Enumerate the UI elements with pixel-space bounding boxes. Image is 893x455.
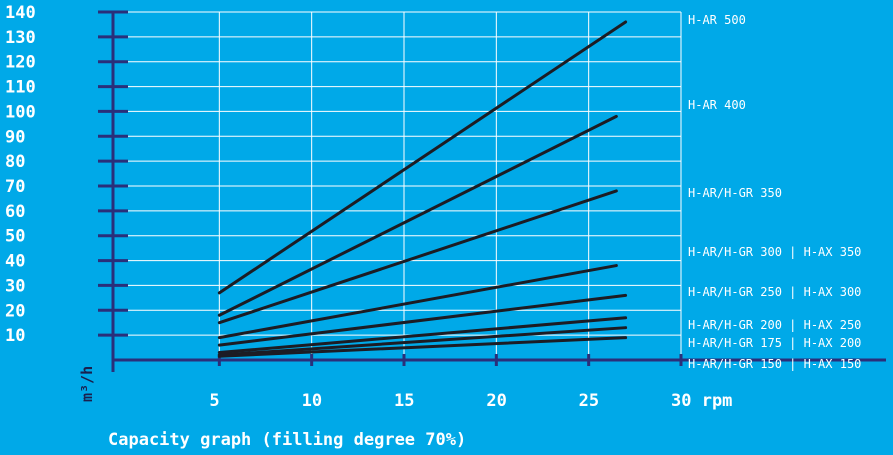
series-label: H-AR 500 bbox=[688, 13, 746, 27]
x-tick-labels: 5 10 15 20 25 30 rpm bbox=[209, 391, 732, 411]
y-tick-label: 30 bbox=[5, 276, 25, 296]
series-line bbox=[217, 293, 628, 347]
x-tick-label: 30 rpm bbox=[671, 391, 732, 411]
series-line bbox=[217, 316, 628, 355]
y-tick-label: 60 bbox=[5, 202, 25, 222]
y-tick-labels: 10 20 30 40 50 60 70 80 90 100 110 120 130 140 bbox=[5, 3, 36, 346]
x-tick-label: 15 bbox=[394, 391, 414, 411]
x-tick-label: 5 bbox=[209, 391, 219, 411]
grid-lines bbox=[113, 11, 682, 360]
x-tick-label: 25 bbox=[579, 391, 599, 411]
chart-caption: Capacity graph (filling degree 70%) bbox=[108, 430, 466, 450]
series-line bbox=[217, 189, 618, 325]
y-tick-label: 130 bbox=[5, 28, 36, 48]
y-tick-label: 110 bbox=[5, 78, 36, 98]
series-line bbox=[217, 336, 628, 358]
y-tick-label: 80 bbox=[5, 152, 25, 172]
series-label: H-AR/H-GR 200 | H-AX 250 bbox=[688, 318, 861, 332]
y-tick-label: 120 bbox=[5, 53, 36, 73]
y-tick-label: 50 bbox=[5, 227, 25, 247]
y-tick-label: 90 bbox=[5, 127, 25, 147]
series-line bbox=[217, 326, 628, 357]
y-tick-label: 100 bbox=[5, 102, 36, 122]
series-line bbox=[217, 20, 628, 295]
x-tick-label: 10 bbox=[302, 391, 322, 411]
y-tick-label: 40 bbox=[5, 252, 25, 272]
series-label: H-AR 400 bbox=[688, 98, 746, 112]
series-lines bbox=[217, 20, 628, 358]
y-tick-label: 140 bbox=[5, 3, 36, 23]
series-label: H-AR/H-GR 175 | H-AX 200 bbox=[688, 336, 861, 350]
y-tick-label: 20 bbox=[5, 301, 25, 321]
x-tick-label: 20 bbox=[486, 391, 506, 411]
y-tick-label: 10 bbox=[5, 326, 25, 346]
series-label: H-AR/H-GR 350 bbox=[688, 186, 782, 200]
y-axis-label: m³/h bbox=[78, 366, 96, 402]
axes bbox=[98, 10, 886, 372]
series-line bbox=[217, 114, 618, 317]
series-label: H-AR/H-GR 300 | H-AX 350 bbox=[688, 245, 861, 259]
series-labels: H-AR 500 H-AR 400 H-AR/H-GR 350 H-AR/H-GR 3… bbox=[688, 13, 861, 371]
y-tick-label: 70 bbox=[5, 177, 25, 197]
series-line bbox=[217, 264, 618, 340]
series-label: H-AR/H-GR 150 | H-AX 150 bbox=[688, 357, 861, 371]
series-label: H-AR/H-GR 250 | H-AX 300 bbox=[688, 285, 861, 299]
